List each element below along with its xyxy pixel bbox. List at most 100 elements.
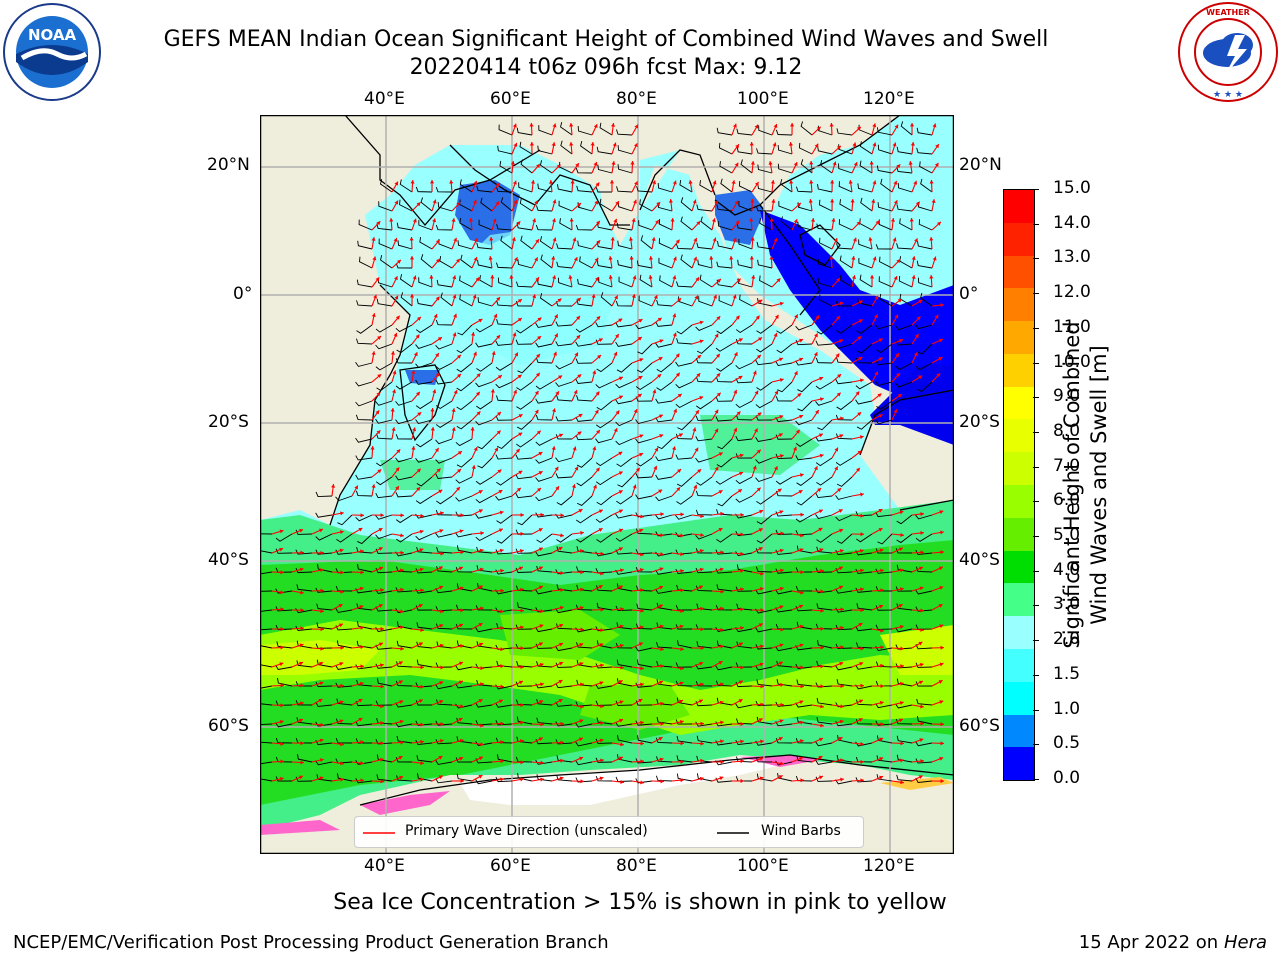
wind-barb <box>675 381 693 389</box>
wave-arrow-head <box>629 256 634 260</box>
wind-barb <box>876 774 893 782</box>
wave-arrow-head <box>680 759 684 764</box>
wave-arrow-head <box>608 275 613 279</box>
wind-barb <box>876 127 893 136</box>
wave-arrow-head <box>820 626 824 631</box>
wind-barb <box>636 603 653 611</box>
wave-arrow-head <box>738 375 743 380</box>
wave-arrow-head <box>615 334 619 339</box>
wave-arrow-head <box>700 606 704 611</box>
wind-barb <box>476 641 493 649</box>
wind-barb <box>615 322 633 328</box>
wind-barb <box>675 433 693 440</box>
lon-tick-top-80e: 80°E <box>616 89 657 109</box>
wave-arrow-head <box>459 738 464 743</box>
wave-arrow-head <box>459 529 464 534</box>
wind-barb <box>695 680 713 687</box>
colorbar-tick-label: 2.0 <box>1053 629 1081 650</box>
wave-arrow-head <box>916 316 921 321</box>
wind-barb <box>375 739 393 745</box>
colorbar-tick-mark <box>1033 640 1039 642</box>
footer-right: 15 Apr 2022 on Hera <box>1079 932 1267 953</box>
wave-arrow-head <box>595 276 599 281</box>
wind-barb <box>395 587 413 593</box>
wave-arrow-head <box>896 259 901 264</box>
wind-barb <box>617 164 633 174</box>
wave-arrow-head <box>416 316 421 321</box>
wind-barb <box>357 240 373 250</box>
wind-barb <box>336 773 353 782</box>
wind-barb <box>835 665 853 671</box>
colorbar-tick-label: 9.0 <box>1053 386 1081 407</box>
wave-arrow-head <box>390 408 395 412</box>
colorbar-segment <box>1004 288 1034 322</box>
wind-barb <box>715 343 733 352</box>
wave-arrow-head <box>660 552 664 557</box>
wind-barb <box>376 774 393 782</box>
wave-arrow-head <box>320 550 324 555</box>
wave-arrow-head <box>860 759 864 764</box>
wind-barb <box>635 419 653 425</box>
wind-barb <box>856 324 873 334</box>
colorbar-tick-label: 10.0 <box>1053 351 1091 372</box>
wave-arrow-head <box>754 124 759 129</box>
wave-arrow-head <box>835 353 840 358</box>
wave-arrow-head <box>857 336 862 341</box>
wave-arrow-head <box>580 779 584 784</box>
wind-barb <box>455 604 473 611</box>
wave-arrow-head <box>840 625 844 630</box>
wave-arrow-head <box>432 389 437 394</box>
wave-arrow-head <box>839 549 844 554</box>
wave-arrow-head <box>460 778 464 783</box>
wave-arrow-head <box>319 661 324 666</box>
wave-arrow-head <box>820 645 824 650</box>
wind-barb <box>576 495 593 506</box>
wave-arrow-head <box>299 567 304 572</box>
wave-arrow-head <box>678 433 683 438</box>
wind-barb <box>915 549 933 556</box>
colorbar-segment <box>1004 517 1034 551</box>
wind-barb <box>617 735 633 744</box>
wind-barb <box>515 493 533 499</box>
wind-barb <box>656 362 673 373</box>
wind-barb <box>855 777 873 783</box>
wind-barb <box>715 549 733 555</box>
wave-arrow-head <box>398 756 403 760</box>
wave-arrow-head <box>658 737 663 741</box>
wind-barb <box>678 296 693 307</box>
wind-barb <box>416 641 433 649</box>
wind-barb <box>835 301 853 307</box>
wave-arrow-head <box>460 704 464 709</box>
wind-barb <box>675 531 693 537</box>
wind-barb <box>478 219 493 231</box>
wind-barb <box>455 438 473 447</box>
wave-arrow-head <box>840 704 844 709</box>
wind-barb <box>899 218 913 231</box>
wind-barb <box>456 381 473 392</box>
wave-arrow-head <box>740 551 744 556</box>
wind-barb <box>639 199 653 212</box>
wave-arrow-head <box>430 408 435 412</box>
wave-arrow-head <box>672 313 677 318</box>
wind-barb <box>435 400 453 409</box>
wave-arrow-head <box>758 547 763 551</box>
wind-barb <box>536 717 553 725</box>
wind-barb <box>735 703 753 709</box>
wave-arrow-head <box>754 181 759 186</box>
colorbar-segment <box>1004 353 1034 387</box>
wave-arrow-head <box>573 390 578 395</box>
wave-arrow-head <box>860 568 864 573</box>
wave-arrow-head <box>573 257 578 262</box>
wave-arrow-head <box>893 180 898 185</box>
wave-arrow-head <box>660 701 664 706</box>
wind-barb <box>655 588 673 594</box>
wave-arrow-head <box>868 237 873 241</box>
wind-barb <box>535 381 553 390</box>
wave-arrow-head <box>580 530 584 535</box>
wave-arrow-head <box>360 645 364 650</box>
wave-arrow-head <box>858 718 863 722</box>
wave-arrow-head <box>479 548 484 553</box>
wind-barb <box>735 586 753 592</box>
wave-arrow-head <box>857 450 862 455</box>
wave-arrow-head <box>578 509 583 513</box>
